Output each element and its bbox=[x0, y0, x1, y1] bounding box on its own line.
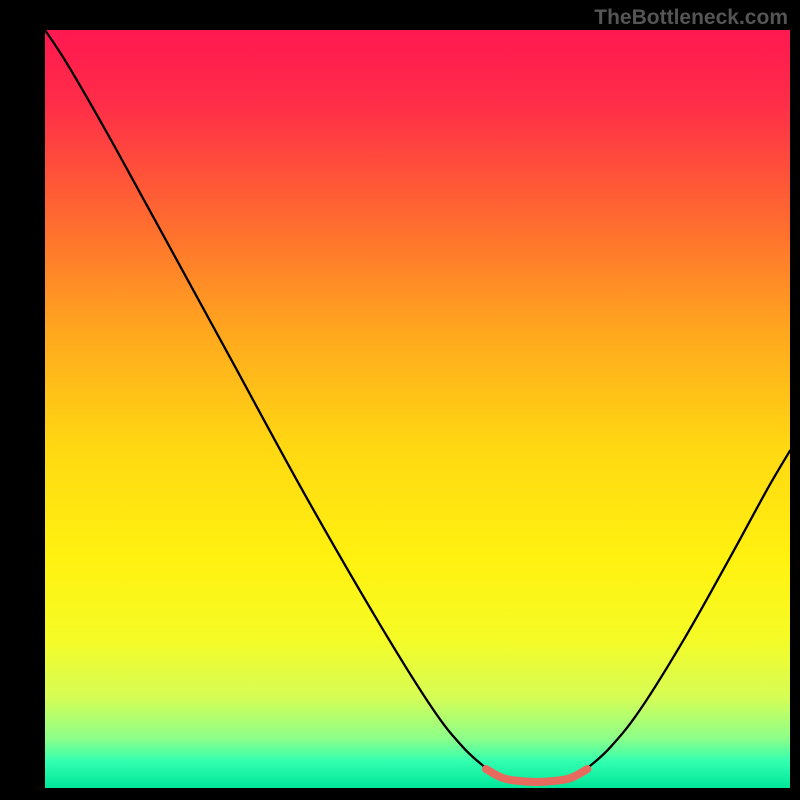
plot-area bbox=[45, 30, 790, 788]
optimal-range-marker bbox=[45, 30, 790, 788]
chart-container: TheBottleneck.com bbox=[0, 0, 800, 800]
watermark-text: TheBottleneck.com bbox=[594, 6, 788, 30]
